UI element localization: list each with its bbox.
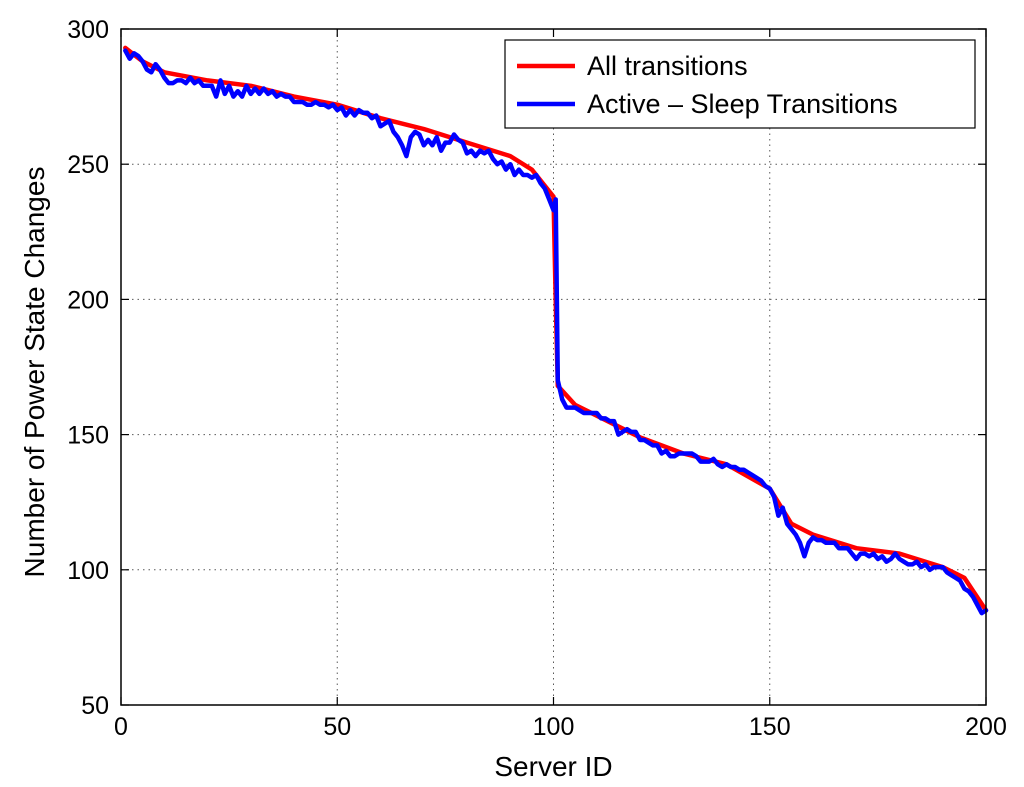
y-axis-label: Number of Power State Changes <box>19 167 50 578</box>
y-tick-label: 100 <box>67 557 109 585</box>
x-tick-label: 50 <box>323 713 351 741</box>
y-tick-label: 150 <box>67 422 109 450</box>
y-tick-label: 50 <box>81 692 109 720</box>
x-axis-label: Server ID <box>494 751 612 782</box>
legend-box <box>504 39 976 129</box>
y-tick-label: 200 <box>67 286 109 314</box>
grid <box>121 29 986 705</box>
plot-area-frame <box>120 28 987 706</box>
x-tick-label: 100 <box>533 713 575 741</box>
legend-label-all-transitions: All transitions <box>587 51 748 81</box>
series-line-1 <box>123 48 989 616</box>
x-tick-label: 200 <box>965 713 1007 741</box>
x-tick-label: 0 <box>114 713 128 741</box>
y-tick-label: 250 <box>67 151 109 179</box>
series-layer <box>123 45 989 616</box>
x-tick-label: 150 <box>749 713 791 741</box>
legend: All transitions Active – Sleep Transitio… <box>504 39 976 129</box>
y-tick-label: 300 <box>67 16 109 44</box>
legend-label-active-sleep: Active – Sleep Transitions <box>587 89 898 119</box>
